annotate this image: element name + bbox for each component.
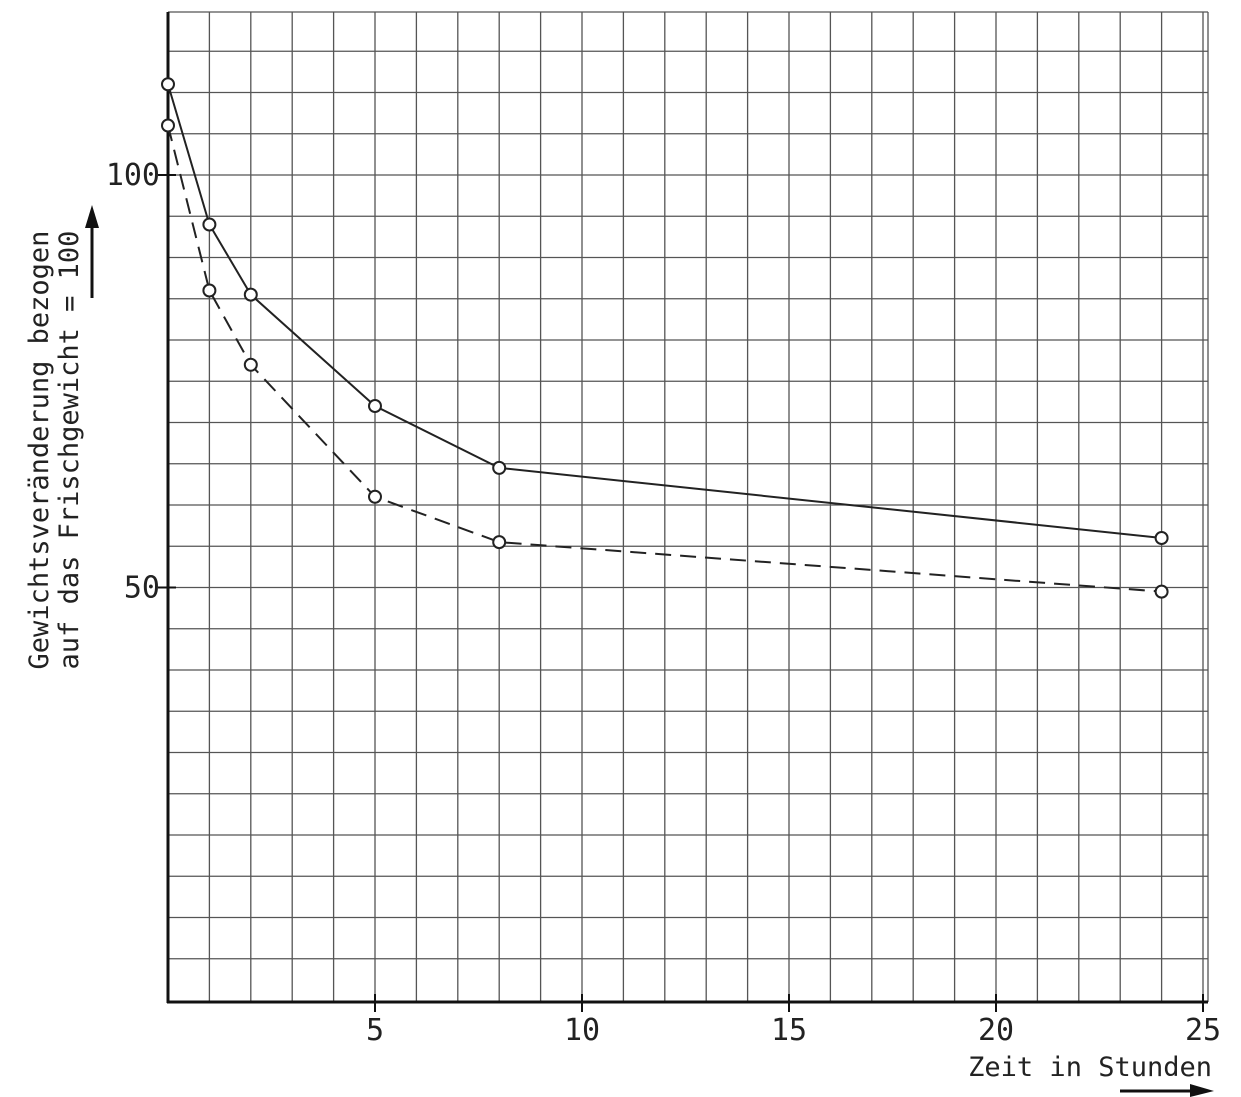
series-line-solid [167, 83, 1162, 539]
y-tick-label: 100 [106, 158, 160, 193]
series [161, 77, 1169, 599]
data-point-solid [368, 399, 382, 413]
x-tick-label: 5 [366, 1013, 384, 1048]
data-point-solid [492, 460, 507, 475]
data-point-dashed [368, 489, 382, 504]
x-tick-label: 25 [1185, 1013, 1221, 1048]
axes [166, 12, 1208, 1004]
y-axis-title-line-1: Gewichtsveränderung bezogen [24, 231, 55, 670]
x-tick-label: 10 [564, 1013, 600, 1048]
x-tick-label: 20 [978, 1013, 1014, 1048]
y-tick-label: 50 [124, 571, 160, 606]
data-point-dashed [243, 357, 258, 372]
data-point-solid [243, 287, 258, 302]
data-point-dashed [202, 283, 217, 298]
data-point-dashed [1154, 584, 1169, 599]
ticks: 5 10 15 20 25 50 100 [106, 158, 1221, 1048]
x-axis-title: Zeit in Stunden [968, 1052, 1212, 1083]
data-point-dashed [492, 535, 507, 550]
data-point-solid [202, 217, 217, 232]
x-tick-label: 15 [771, 1013, 807, 1048]
data-point-solid [161, 77, 175, 92]
data-point-dashed [161, 118, 175, 133]
series-line-dashed [167, 125, 1162, 593]
data-point-solid [1154, 531, 1169, 545]
y-axis-title-line-2: auf das Frischgewicht = 100 [54, 231, 85, 670]
grid [168, 11, 1209, 1002]
y-axis-arrow-head [85, 205, 99, 228]
x-axis-arrow-head [1190, 1084, 1214, 1097]
axis-titles: Gewichtsveränderung bezogen auf das Frisc… [24, 205, 1214, 1097]
